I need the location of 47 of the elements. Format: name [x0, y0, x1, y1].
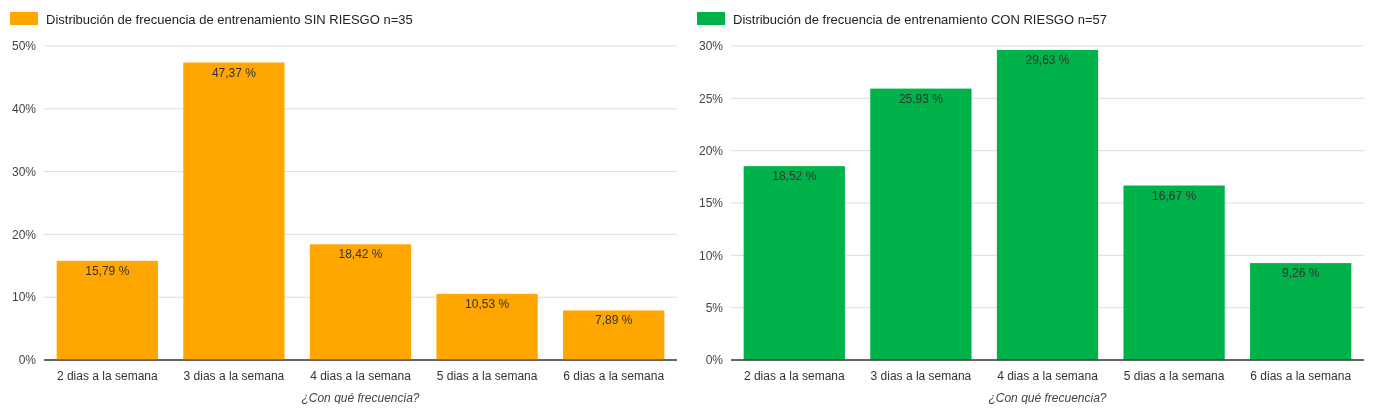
y-tick-label: 15%	[698, 196, 724, 211]
bar	[436, 293, 538, 360]
data-label: 15,79 %	[85, 263, 130, 278]
x-tick-label: 3 dias a la semana	[183, 369, 285, 383]
data-label: 47,37 %	[211, 65, 257, 80]
y-tick-label: 10%	[698, 248, 724, 263]
y-tick-label: 0%	[18, 353, 37, 368]
y-tick-label: 40%	[11, 102, 37, 116]
x-tick-label: 6 dias a la semana	[563, 369, 665, 383]
x-tick-label: 5 dias a la semana	[1123, 369, 1225, 383]
bar	[183, 62, 285, 360]
bar	[1250, 263, 1352, 360]
y-tick-label: 50%	[11, 39, 37, 54]
bar	[309, 244, 412, 360]
x-axis-title: ¿Con qué frecuencia?	[988, 391, 1107, 405]
data-label: 7,89 %	[595, 313, 633, 328]
y-tick-label: 0%	[705, 353, 724, 368]
y-tick-label: 10%	[11, 290, 37, 305]
bar	[870, 88, 972, 360]
legend-label: Distribución de frecuencia de entrenamiento SIN RIESGO n=35	[46, 11, 413, 27]
x-axis-title: ¿Con qué frecuencia?	[301, 391, 420, 405]
x-tick-label: 3 dias a la semana	[870, 369, 972, 383]
y-tick-label: 20%	[11, 227, 37, 242]
bar	[56, 260, 158, 360]
data-label: 18,52 %	[772, 169, 817, 184]
x-tick-label: 4 dias a la semana	[310, 369, 412, 383]
data-label: 16,67 %	[1152, 188, 1197, 203]
data-label: 29,63 %	[1025, 52, 1070, 67]
x-tick-label: 2 dias a la semana	[56, 369, 158, 383]
data-label: 9,26 %	[1282, 266, 1320, 281]
bar	[743, 166, 845, 360]
y-tick-label: 20%	[698, 143, 724, 158]
bar	[1123, 185, 1225, 360]
bar	[563, 310, 665, 360]
legend-label: Distribución de frecuencia de entrenamiento CON RIESGO n=57	[733, 11, 1107, 27]
y-tick-label: 30%	[11, 164, 37, 179]
y-tick-label: 30%	[698, 39, 724, 54]
data-label: 10,53 %	[465, 296, 510, 311]
x-tick-label: 5 dias a la semana	[436, 369, 538, 383]
x-tick-label: 4 dias a la semana	[997, 369, 1099, 383]
data-label: 25,93 %	[898, 91, 944, 106]
x-tick-label: 6 dias a la semana	[1250, 369, 1352, 383]
y-tick-label: 25%	[698, 91, 724, 106]
x-tick-label: 2 dias a la semana	[743, 369, 845, 383]
data-label: 18,42 %	[338, 247, 383, 262]
bar	[996, 49, 1099, 360]
y-tick-label: 5%	[705, 300, 724, 315]
